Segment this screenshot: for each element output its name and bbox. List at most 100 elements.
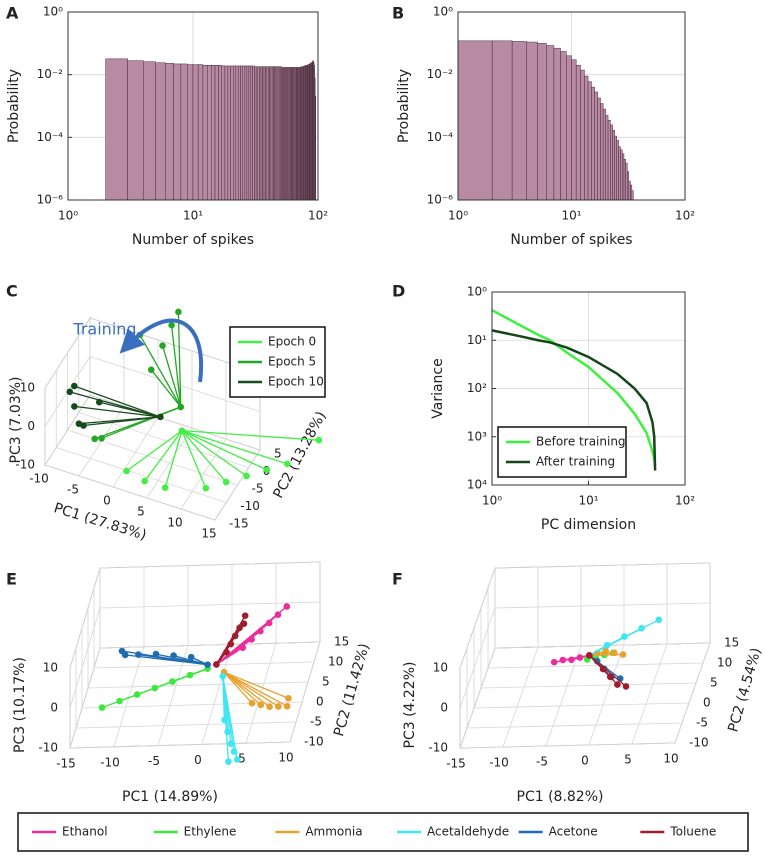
bar <box>610 124 613 201</box>
bar <box>612 129 615 201</box>
point <box>248 699 256 707</box>
fan-line <box>223 671 279 708</box>
point <box>586 652 593 659</box>
point <box>621 633 628 640</box>
bar <box>211 64 216 201</box>
point <box>257 627 264 635</box>
z-tick-label: 0 <box>440 701 448 715</box>
point <box>175 308 182 316</box>
bar <box>254 66 257 201</box>
point <box>231 632 239 640</box>
fan-line <box>139 334 182 408</box>
y-tick-label: 10⁻⁶ <box>427 193 454 207</box>
legend-label: Acetaldehyde <box>427 825 509 839</box>
y-tick-label: 5 <box>274 447 282 461</box>
y-tick-label: 10 <box>328 655 343 669</box>
y-tick-label: -10 <box>240 499 260 513</box>
bar <box>587 81 592 201</box>
y-tick-label: 10⁻⁴ <box>37 130 64 144</box>
fan-line <box>74 385 161 418</box>
fan-line <box>181 430 207 489</box>
x-tick-label: -5 <box>536 755 548 769</box>
fan-line <box>74 405 161 418</box>
bar <box>206 64 212 201</box>
fan-line <box>222 676 238 760</box>
point <box>315 436 323 444</box>
x-tick-label: -5 <box>67 483 79 497</box>
point <box>221 716 228 724</box>
grid-line <box>459 607 496 709</box>
y-tick-label: 10¹ <box>467 333 487 347</box>
x-axis-label: PC dimension <box>541 517 636 533</box>
y-axis-label: Probability <box>396 69 412 143</box>
bar <box>143 61 156 201</box>
bar <box>180 63 188 201</box>
training-arrow <box>119 318 204 383</box>
panel-letter: B <box>392 4 404 23</box>
fan-line <box>150 369 182 408</box>
fan-line <box>181 430 268 471</box>
x-axis-label: Number of spikes <box>510 232 632 248</box>
bar <box>173 63 182 201</box>
grid-line <box>487 662 704 669</box>
annotation: Training <box>72 320 136 339</box>
grid-line <box>480 682 697 689</box>
bar <box>197 64 204 201</box>
point <box>170 652 177 659</box>
grid-line <box>69 607 101 709</box>
x-tick-label: 15 <box>201 527 216 541</box>
bar <box>214 64 219 201</box>
panel-letter: A <box>6 4 19 23</box>
point <box>202 484 210 492</box>
x-tick-label: 5 <box>137 505 145 519</box>
z-tick-label: -10 <box>15 458 35 472</box>
point <box>559 656 567 664</box>
fan-line <box>223 671 289 699</box>
grid-line <box>69 567 101 669</box>
grid-line <box>201 644 233 745</box>
bar <box>227 65 231 201</box>
point <box>98 704 106 711</box>
point <box>230 748 238 755</box>
point <box>225 758 232 765</box>
point <box>283 460 291 468</box>
bar <box>127 60 144 201</box>
point <box>204 661 211 668</box>
z-axis-label: PC3 (10.17%) <box>12 657 28 753</box>
x-tick-label: 0 <box>194 753 202 767</box>
z-tick-label: 10 <box>43 661 58 675</box>
point <box>602 647 610 655</box>
grid-line <box>75 721 297 729</box>
fan-line <box>223 671 270 708</box>
x-tick-label: 0 <box>103 494 111 508</box>
x-tick-label: 10² <box>675 209 695 223</box>
x-axis-label: Number of spikes <box>132 232 254 248</box>
point <box>80 422 87 429</box>
bar <box>566 55 572 201</box>
y-tick-label: 10⁰ <box>433 5 453 19</box>
bar <box>605 115 609 201</box>
legend-label: After training <box>536 455 615 469</box>
point <box>622 683 630 690</box>
axis-pane <box>69 641 321 749</box>
bar <box>537 43 547 201</box>
z-tick-label: -10 <box>38 741 58 755</box>
point <box>655 616 663 624</box>
point <box>152 650 160 658</box>
bar <box>591 86 595 201</box>
legend-box <box>497 426 627 478</box>
fan-line <box>161 345 182 408</box>
y-tick-label: 10⁴ <box>467 478 487 492</box>
point <box>614 681 621 688</box>
bar <box>252 65 255 201</box>
point <box>123 467 130 475</box>
grid-line <box>289 641 321 743</box>
y-tick-label: -10 <box>689 736 709 750</box>
bar <box>314 96 317 201</box>
bar <box>575 64 581 201</box>
y-tick-label: 10³ <box>467 429 487 443</box>
bar <box>553 47 561 201</box>
point <box>133 691 141 698</box>
bar <box>240 65 243 201</box>
y-tick-label: 15 <box>334 635 349 649</box>
